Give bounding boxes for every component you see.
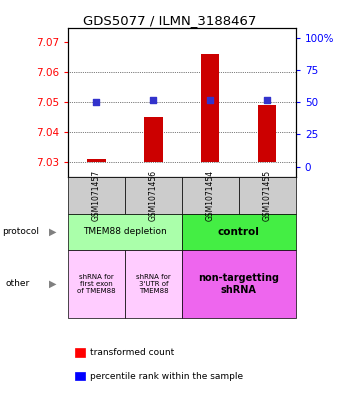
Text: GSM1071455: GSM1071455: [263, 170, 272, 221]
Text: percentile rank within the sample: percentile rank within the sample: [90, 372, 243, 380]
Bar: [201, 54, 220, 162]
Text: other: other: [5, 279, 29, 288]
Text: control: control: [218, 227, 260, 237]
Text: shRNA for
3'UTR of
TMEM88: shRNA for 3'UTR of TMEM88: [136, 274, 171, 294]
Text: GSM1071457: GSM1071457: [92, 170, 101, 221]
Text: shRNA for
first exon
of TMEM88: shRNA for first exon of TMEM88: [77, 274, 116, 294]
Point: [94, 99, 99, 105]
Text: TMEM88 depletion: TMEM88 depletion: [83, 228, 167, 236]
Bar: [87, 159, 106, 162]
Point: [265, 96, 270, 103]
Bar: [258, 105, 276, 162]
Text: GSM1071454: GSM1071454: [206, 170, 215, 221]
Text: GDS5077 / ILMN_3188467: GDS5077 / ILMN_3188467: [83, 14, 257, 27]
Text: ▶: ▶: [49, 227, 56, 237]
Point: [151, 96, 156, 103]
Text: non-targetting
shRNA: non-targetting shRNA: [198, 273, 279, 295]
Text: ▶: ▶: [49, 279, 56, 289]
Text: GSM1071456: GSM1071456: [149, 170, 158, 221]
Text: protocol: protocol: [2, 228, 39, 236]
Text: transformed count: transformed count: [90, 348, 174, 357]
Bar: [144, 117, 163, 162]
Point: [208, 96, 213, 103]
